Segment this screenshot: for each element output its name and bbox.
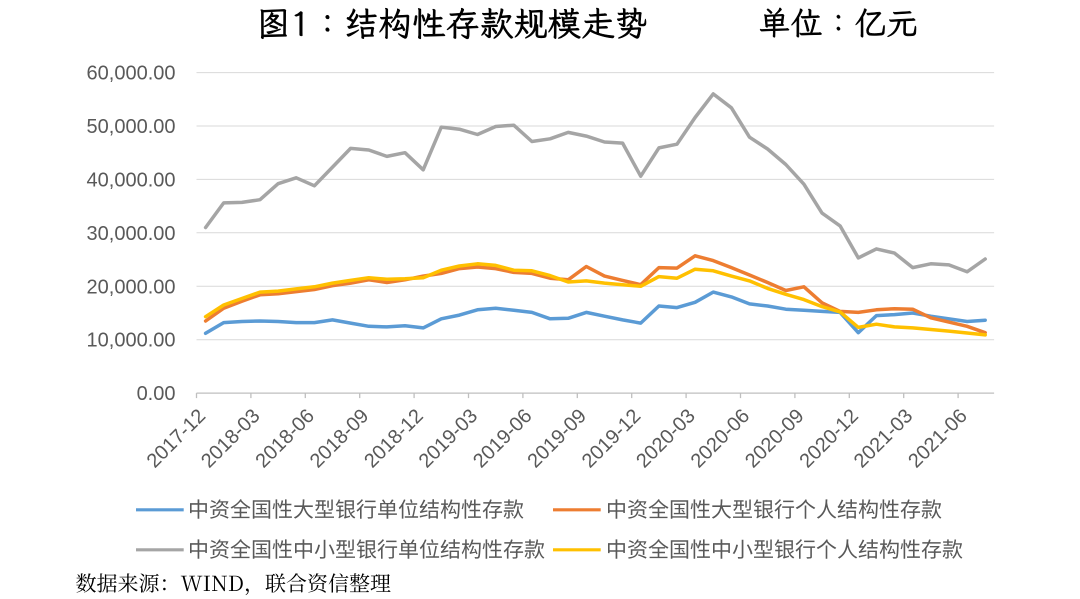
svg-text:40,000.00: 40,000.00 (87, 169, 176, 191)
svg-text:20,000.00: 20,000.00 (87, 276, 176, 298)
svg-text:10,000.00: 10,000.00 (87, 330, 176, 352)
svg-text:0.00: 0.00 (137, 383, 176, 405)
svg-text:50,000.00: 50,000.00 (87, 116, 176, 138)
svg-text:60,000.00: 60,000.00 (87, 63, 176, 85)
svg-text:30,000.00: 30,000.00 (87, 223, 176, 245)
